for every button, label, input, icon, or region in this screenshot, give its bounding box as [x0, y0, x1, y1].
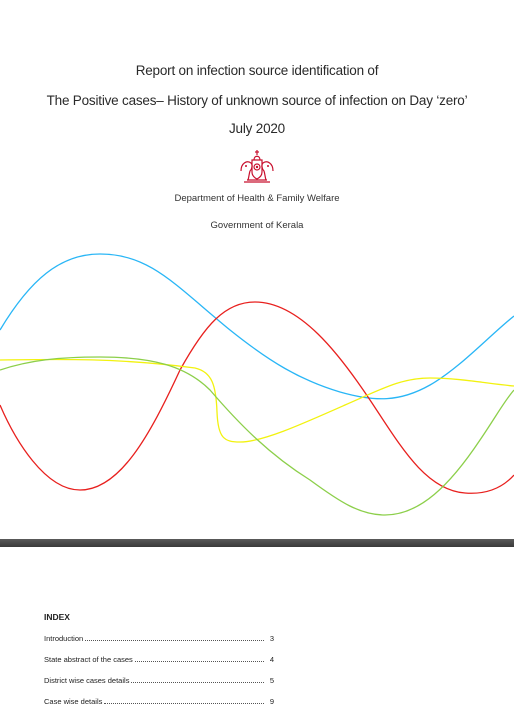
toc-dot-leader	[134, 655, 264, 662]
toc-item-page: 9	[269, 697, 274, 706]
blue-wave	[0, 253, 514, 400]
green-wave	[0, 356, 514, 516]
government-name: Government of Kerala	[210, 220, 304, 231]
yellow-wave	[0, 358, 514, 443]
toc-item[interactable]: Introduction 3	[44, 634, 274, 655]
toc-item-page: 4	[269, 655, 274, 664]
toc-dot-leader	[85, 634, 264, 641]
red-wave	[0, 301, 514, 494]
section-divider	[0, 539, 514, 547]
toc-dot-leader	[131, 676, 264, 683]
toc-item-page: 3	[269, 634, 274, 643]
index-title: INDEX	[44, 612, 70, 622]
decorative-waves	[0, 253, 514, 516]
cover-page: Report on infection source identificatio…	[0, 63, 514, 516]
report-title-line-2: The Positive cases– History of unknown s…	[46, 93, 468, 108]
toc-item-label: Introduction	[44, 634, 84, 643]
report-title-line-1: Report on infection source identificatio…	[135, 63, 379, 78]
toc-item-label: District wise cases details	[44, 676, 130, 685]
toc-item[interactable]: Case wise details 9	[44, 697, 274, 718]
toc-item-page: 5	[269, 676, 274, 685]
department-name: Department of Health & Family Welfare	[174, 193, 340, 204]
report-date: July 2020	[229, 121, 285, 136]
toc-item[interactable]: District wise cases details 5	[44, 676, 274, 697]
toc-item[interactable]: State abstract of the cases 4	[44, 655, 274, 676]
table-of-contents: INDEX Introduction 3 State abstract of t…	[44, 612, 274, 718]
toc-item-label: State abstract of the cases	[44, 655, 133, 664]
toc-item-label: Case wise details	[44, 697, 103, 706]
kerala-emblem-icon	[240, 150, 274, 183]
toc-dot-leader	[104, 697, 264, 704]
